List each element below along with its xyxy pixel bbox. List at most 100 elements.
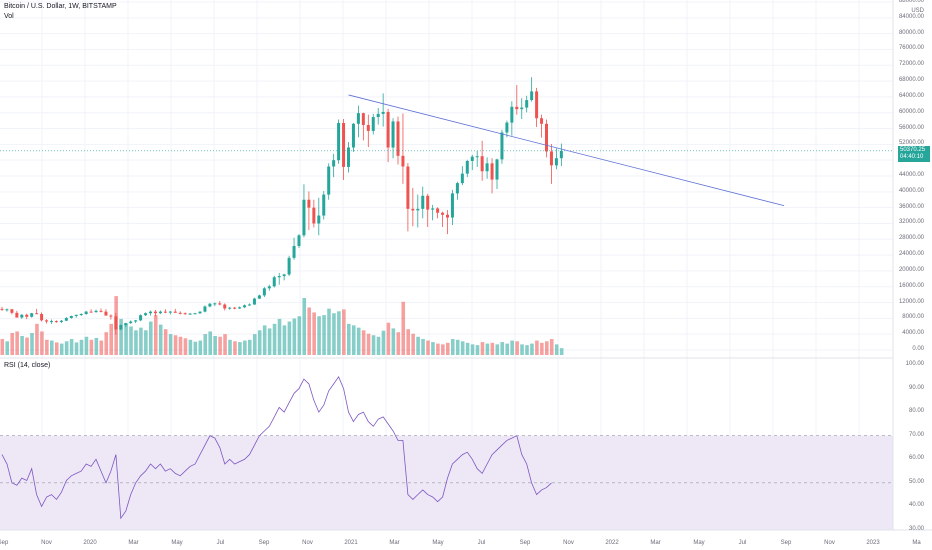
candle[interactable] <box>337 119 341 164</box>
candle[interactable] <box>436 207 440 219</box>
candle[interactable] <box>139 314 143 322</box>
candle[interactable] <box>0 306 4 311</box>
candle[interactable] <box>559 143 563 167</box>
candle[interactable] <box>554 148 558 170</box>
candle[interactable] <box>332 153 336 178</box>
candle[interactable] <box>94 309 98 313</box>
candle[interactable] <box>84 310 88 315</box>
candle[interactable] <box>114 312 118 335</box>
candle[interactable] <box>248 303 251 306</box>
candle[interactable] <box>327 163 331 200</box>
candle[interactable] <box>302 184 306 238</box>
candle[interactable] <box>401 113 405 184</box>
candle[interactable] <box>297 234 301 248</box>
candle[interactable] <box>446 210 449 235</box>
candle[interactable] <box>54 320 58 323</box>
candle[interactable] <box>505 120 509 138</box>
candle[interactable] <box>168 310 172 315</box>
candle[interactable] <box>376 107 380 125</box>
candle[interactable] <box>431 204 435 221</box>
candle[interactable] <box>124 322 128 327</box>
candle[interactable] <box>203 305 207 313</box>
candle[interactable] <box>15 310 19 318</box>
candle[interactable] <box>381 93 385 127</box>
candle[interactable] <box>322 191 326 220</box>
candle[interactable] <box>277 272 281 285</box>
candle[interactable] <box>426 193 430 228</box>
candle[interactable] <box>317 197 321 236</box>
candle[interactable] <box>89 309 93 313</box>
candle[interactable] <box>356 105 360 138</box>
candle[interactable] <box>5 308 9 312</box>
candle[interactable] <box>218 300 222 306</box>
candle[interactable] <box>104 309 108 316</box>
candle[interactable] <box>525 95 529 113</box>
candle[interactable] <box>406 162 410 232</box>
candle[interactable] <box>267 284 271 291</box>
candle[interactable] <box>40 312 44 322</box>
candle[interactable] <box>272 275 276 288</box>
candle[interactable] <box>262 287 266 298</box>
candle[interactable] <box>119 324 123 331</box>
candle[interactable] <box>441 211 445 228</box>
candle[interactable] <box>149 310 152 316</box>
candle[interactable] <box>188 312 192 315</box>
candle[interactable] <box>193 312 197 315</box>
candle[interactable] <box>490 158 494 194</box>
candle[interactable] <box>347 141 350 173</box>
candle[interactable] <box>243 304 247 309</box>
candle[interactable] <box>480 140 484 181</box>
candle[interactable] <box>535 87 539 127</box>
rsi-indicator-label[interactable]: RSI (14, close) <box>4 362 51 369</box>
candle[interactable] <box>45 319 49 324</box>
candle[interactable] <box>391 118 395 159</box>
candle[interactable] <box>386 108 390 163</box>
candle[interactable] <box>366 114 370 148</box>
candle[interactable] <box>223 303 227 311</box>
candle[interactable] <box>282 273 286 281</box>
candle[interactable] <box>134 319 138 324</box>
candle[interactable] <box>74 314 78 318</box>
candle[interactable] <box>238 306 242 309</box>
candle[interactable] <box>59 319 63 324</box>
candle[interactable] <box>25 313 29 320</box>
candle[interactable] <box>549 143 553 184</box>
candle[interactable] <box>342 119 346 180</box>
candle[interactable] <box>500 129 504 164</box>
candle[interactable] <box>153 310 157 317</box>
candle[interactable] <box>307 191 311 231</box>
candle[interactable] <box>530 77 534 102</box>
candle[interactable] <box>361 112 365 141</box>
candle[interactable] <box>421 186 425 219</box>
candle[interactable] <box>287 255 291 277</box>
candle[interactable] <box>475 150 479 167</box>
candle[interactable] <box>312 199 316 228</box>
candle[interactable] <box>183 312 187 315</box>
volume-indicator-label[interactable]: Vol <box>4 13 14 20</box>
candle[interactable] <box>198 311 202 315</box>
candle[interactable] <box>158 310 162 315</box>
candle[interactable] <box>144 312 148 316</box>
candle[interactable] <box>485 157 489 179</box>
candle[interactable] <box>163 309 167 314</box>
candle[interactable] <box>178 311 182 315</box>
candle[interactable] <box>292 237 296 260</box>
candle[interactable] <box>228 306 232 310</box>
candle[interactable] <box>396 116 400 165</box>
candle[interactable] <box>455 181 459 200</box>
candle[interactable] <box>252 297 256 305</box>
candle[interactable] <box>460 166 464 186</box>
candle[interactable] <box>540 114 544 138</box>
candle[interactable] <box>208 302 212 308</box>
candle[interactable] <box>64 317 68 322</box>
candle[interactable] <box>109 314 113 320</box>
candle[interactable] <box>129 320 133 324</box>
candle[interactable] <box>520 98 524 120</box>
candle[interactable] <box>416 194 420 228</box>
trendline[interactable] <box>348 94 785 207</box>
candle[interactable] <box>10 308 14 315</box>
candle[interactable] <box>69 315 73 319</box>
candle[interactable] <box>470 154 474 171</box>
candle[interactable] <box>173 308 177 313</box>
candle[interactable] <box>351 123 355 152</box>
